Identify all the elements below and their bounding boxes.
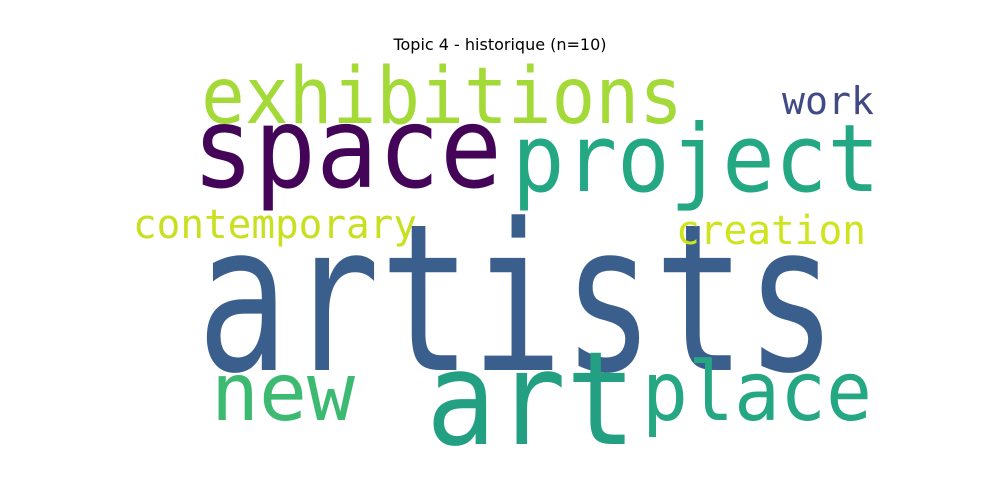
word-space: space: [192, 84, 502, 214]
word-contemporary: contemporary: [133, 202, 417, 248]
word-exhibitions: exhibitions: [201, 52, 683, 142]
word-artists: artists: [197, 181, 837, 419]
word-project: project: [512, 105, 880, 214]
word-new: new: [211, 346, 356, 439]
word-work: work: [782, 79, 874, 123]
word-creation: creation: [676, 208, 866, 254]
word-place: place: [642, 345, 872, 440]
word-art: art: [426, 323, 636, 475]
chart-title: Topic 4 - historique (n=10): [393, 35, 607, 54]
